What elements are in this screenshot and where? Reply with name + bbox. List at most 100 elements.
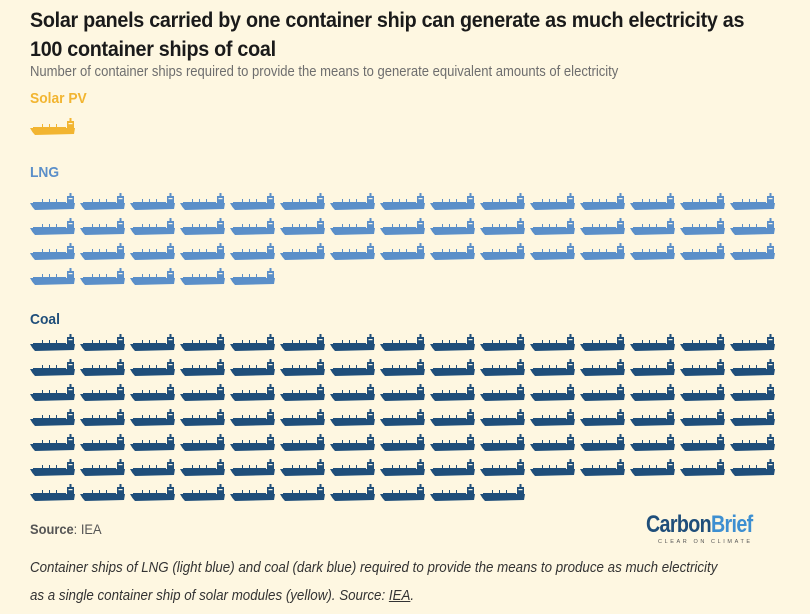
ship-icon-lng bbox=[30, 193, 75, 210]
ship-icon-coal bbox=[480, 359, 525, 376]
ship-icon-lng bbox=[530, 193, 575, 210]
ship-icon-lng bbox=[130, 268, 175, 285]
ship-icon-coal bbox=[330, 334, 375, 351]
ship-icon-lng bbox=[330, 243, 375, 260]
ship-icon-coal bbox=[180, 484, 225, 501]
ship-icon-coal bbox=[630, 434, 675, 451]
chart-subtitle: Number of container ships required to pr… bbox=[30, 64, 619, 80]
ship-icon-lng bbox=[80, 218, 125, 235]
ship-icon-coal bbox=[480, 409, 525, 426]
ship-icon-coal bbox=[230, 384, 275, 401]
ship-icon-lng bbox=[30, 218, 75, 235]
ship-icon-coal bbox=[330, 359, 375, 376]
ship-icon-lng bbox=[180, 268, 225, 285]
ship-icon-coal bbox=[380, 334, 425, 351]
ship-icon-coal bbox=[280, 409, 325, 426]
ship-icon-lng bbox=[130, 193, 175, 210]
ship-icon-lng bbox=[730, 193, 775, 210]
ship-icon-coal bbox=[30, 409, 75, 426]
ship-icon-lng bbox=[630, 218, 675, 235]
ship-icon-coal bbox=[530, 334, 575, 351]
ship-icon-coal bbox=[730, 409, 775, 426]
ship-icon-coal bbox=[430, 409, 475, 426]
ship-icon-coal bbox=[130, 484, 175, 501]
ship-icon-coal bbox=[730, 434, 775, 451]
ship-icon-coal bbox=[80, 459, 125, 476]
ship-icon-coal bbox=[130, 334, 175, 351]
ship-icon-lng bbox=[530, 243, 575, 260]
ship-icon-coal bbox=[530, 384, 575, 401]
ship-icon-coal bbox=[630, 359, 675, 376]
ship-icon-coal bbox=[680, 434, 725, 451]
ship-icon-coal bbox=[180, 434, 225, 451]
ship-icon-lng bbox=[230, 193, 275, 210]
ship-icon-coal bbox=[480, 434, 525, 451]
ship-icon-coal bbox=[30, 484, 75, 501]
ship-icon-lng bbox=[330, 193, 375, 210]
ship-icon-lng bbox=[630, 243, 675, 260]
ship-icon-coal bbox=[580, 409, 625, 426]
ship-icon-lng bbox=[530, 218, 575, 235]
ship-icon-coal bbox=[730, 384, 775, 401]
ship-icon-coal bbox=[30, 334, 75, 351]
ship-icon-coal bbox=[680, 409, 725, 426]
ship-icon-coal bbox=[380, 359, 425, 376]
ship-icon-lng bbox=[380, 193, 425, 210]
ship-icon-coal bbox=[530, 459, 575, 476]
logo-tagline: CLEAR ON CLIMATE bbox=[658, 539, 753, 545]
ship-icon-coal bbox=[280, 459, 325, 476]
ship-icon-coal bbox=[130, 409, 175, 426]
ship-icon-coal bbox=[80, 409, 125, 426]
ship-icon-coal bbox=[630, 384, 675, 401]
ship-icon-coal bbox=[480, 384, 525, 401]
source-label: Source bbox=[30, 521, 74, 537]
ship-icon-coal bbox=[430, 334, 475, 351]
ship-icon-coal bbox=[430, 434, 475, 451]
ship-icon-coal bbox=[30, 459, 75, 476]
ship-icon-lng bbox=[480, 218, 525, 235]
ship-icon-coal bbox=[580, 434, 625, 451]
ship-icon-lng bbox=[630, 193, 675, 210]
ship-icon-coal bbox=[380, 384, 425, 401]
ship-icon-lng bbox=[80, 193, 125, 210]
ship-icon-coal bbox=[430, 359, 475, 376]
ship-icon-lng bbox=[130, 218, 175, 235]
ship-icon-coal bbox=[330, 384, 375, 401]
ship-icon-coal bbox=[80, 484, 125, 501]
ship-icon-coal bbox=[730, 334, 775, 351]
ship-icon-coal bbox=[230, 409, 275, 426]
ship-icon-lng bbox=[580, 243, 625, 260]
caption-source-link[interactable]: IEA bbox=[388, 588, 411, 604]
ship-icon-lng bbox=[680, 243, 725, 260]
ship-icon-coal bbox=[680, 384, 725, 401]
ship-icon-coal bbox=[80, 434, 125, 451]
ship-icon-coal bbox=[80, 334, 125, 351]
ship-icon-solar-pv bbox=[30, 118, 75, 135]
ship-icon-coal bbox=[30, 384, 75, 401]
ship-icon-coal bbox=[680, 359, 725, 376]
ship-icon-lng bbox=[430, 218, 475, 235]
ship-icon-coal bbox=[380, 484, 425, 501]
ship-icon-coal bbox=[480, 334, 525, 351]
source-value: : IEA bbox=[73, 521, 102, 537]
ship-icon-coal bbox=[230, 359, 275, 376]
ship-icon-coal bbox=[630, 459, 675, 476]
ship-icon-coal bbox=[580, 459, 625, 476]
ship-icon-lng bbox=[30, 268, 75, 285]
ship-icon-coal bbox=[280, 334, 325, 351]
ship-icon-coal bbox=[130, 459, 175, 476]
ship-icon-coal bbox=[680, 334, 725, 351]
ship-icon-coal bbox=[430, 384, 475, 401]
ship-icon-coal bbox=[580, 384, 625, 401]
ship-icon-lng bbox=[230, 218, 275, 235]
ship-icon-lng bbox=[280, 218, 325, 235]
ship-icon-coal bbox=[480, 484, 525, 501]
ship-icon-coal bbox=[330, 459, 375, 476]
ship-icon-coal bbox=[280, 434, 325, 451]
caption-end: . bbox=[410, 588, 415, 604]
ship-icon-coal bbox=[180, 359, 225, 376]
ship-icon-lng bbox=[330, 218, 375, 235]
ship-icon-lng bbox=[580, 193, 625, 210]
ship-icon-lng bbox=[230, 268, 275, 285]
ship-icon-lng bbox=[480, 243, 525, 260]
